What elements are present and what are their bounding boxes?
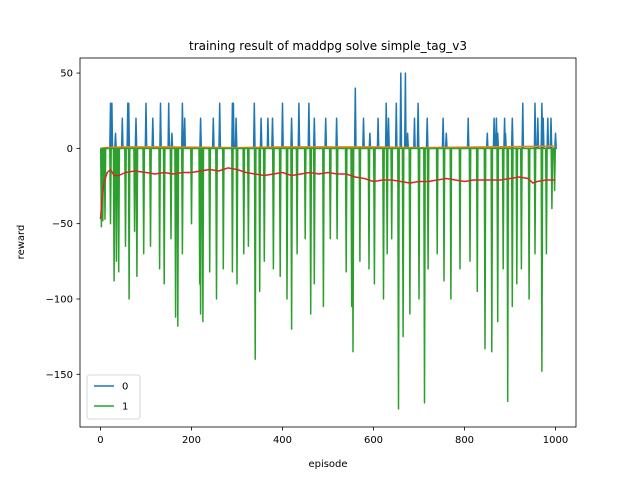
x-tick-label: 800: [455, 435, 474, 446]
y-tick-label: −50: [52, 219, 73, 230]
y-tick-label: 50: [60, 69, 73, 80]
legend: 01: [86, 374, 141, 420]
series-line-3: [99, 167, 556, 220]
y-tick-label: 0: [67, 144, 73, 155]
y-tick-label: −100: [46, 294, 73, 305]
series-line-2: [99, 147, 557, 410]
x-tick-label: 200: [182, 435, 201, 446]
x-axis: 0 200 400 600 800 1000: [97, 427, 568, 446]
x-tick-label: 1000: [543, 435, 568, 446]
y-axis: 50 0 −50 −100 −150: [46, 69, 80, 381]
plot-frame: [79, 57, 577, 428]
y-tick-label: −150: [46, 370, 73, 381]
series-layer: [99, 72, 557, 410]
x-tick-label: 0: [97, 435, 103, 446]
chart-title: training result of maddpg solve simple_t…: [189, 39, 467, 53]
x-tick-label: 600: [364, 435, 383, 446]
x-axis-title: episode: [308, 459, 347, 470]
legend-box: [86, 374, 141, 420]
series-line-1: [100, 145, 556, 150]
x-tick-label: 400: [273, 435, 292, 446]
legend-label-1: 1: [122, 402, 128, 413]
legend-label-0: 0: [122, 382, 128, 393]
y-axis-title: reward: [16, 225, 27, 260]
